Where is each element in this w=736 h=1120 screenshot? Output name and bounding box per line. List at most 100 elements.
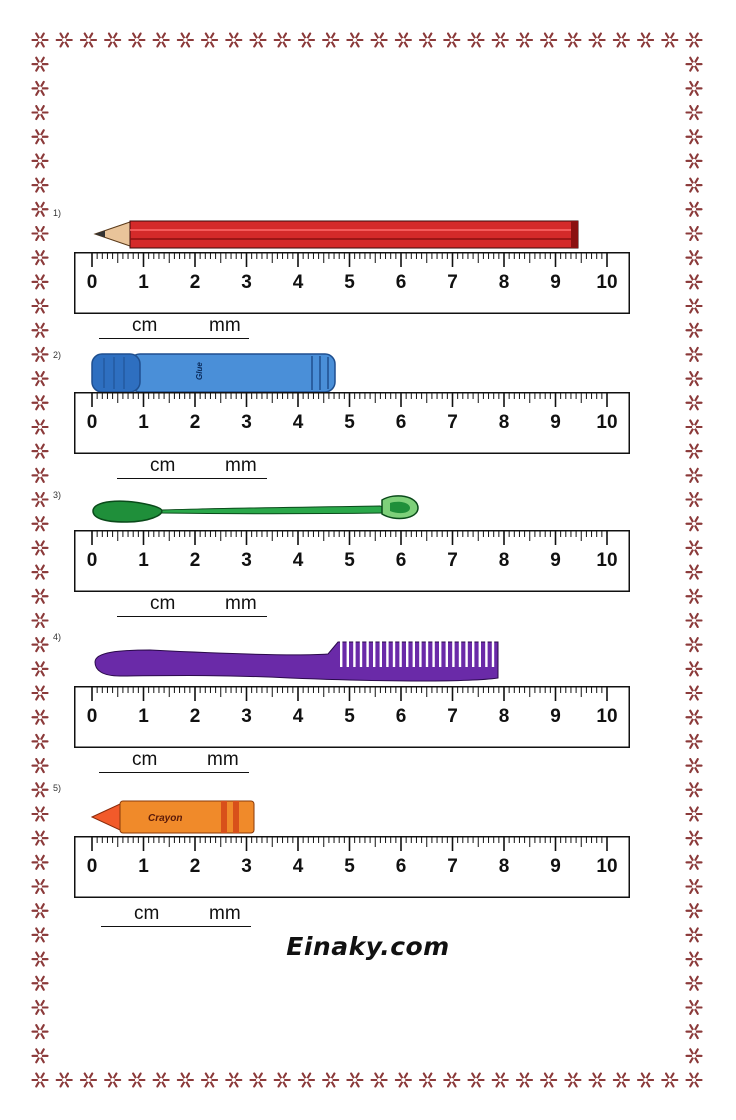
border-star-icon xyxy=(661,32,679,48)
border-star-icon xyxy=(685,371,703,387)
ruler-label: 3 xyxy=(241,412,252,433)
border-star-icon xyxy=(201,32,219,48)
ruler-label: 10 xyxy=(596,272,617,293)
comb-tooth xyxy=(366,639,369,667)
border-star-icon xyxy=(612,32,630,48)
border-star-icon xyxy=(31,346,49,362)
border-star-icon xyxy=(31,516,49,532)
border-star-icon xyxy=(685,733,703,749)
border-star-icon xyxy=(467,32,485,48)
border-star-icon xyxy=(31,443,49,459)
mm-label: mm xyxy=(209,315,241,336)
border-star-icon xyxy=(79,1072,97,1088)
border-star-icon xyxy=(31,492,49,508)
ruler-label: 2 xyxy=(190,412,201,433)
ruler-label: 7 xyxy=(447,550,458,571)
border-star-icon xyxy=(31,322,49,338)
ruler: 0 1 2 3 4 5 6 7 8 9 10 xyxy=(74,392,630,454)
comb-tooth xyxy=(465,639,468,667)
ruler-body xyxy=(74,252,630,314)
border-star-icon xyxy=(31,177,49,193)
ruler-label: 0 xyxy=(87,856,98,877)
border-star-icon xyxy=(31,588,49,604)
border-star-icon xyxy=(31,153,49,169)
comb-tooth xyxy=(359,639,363,667)
border-star-icon xyxy=(31,854,49,870)
border-star-icon xyxy=(31,1024,49,1040)
ruler-label: 7 xyxy=(447,706,458,727)
border-star-icon xyxy=(685,588,703,604)
border-star-icon xyxy=(685,903,703,919)
ruler-label: 4 xyxy=(293,550,304,571)
border-star-icon xyxy=(31,879,49,895)
border-star-icon xyxy=(31,564,49,580)
border-star-icon xyxy=(540,1072,558,1088)
border-star-icon xyxy=(370,32,388,48)
ruler-label: 8 xyxy=(499,272,510,293)
crayon-label: Crayon xyxy=(148,813,182,824)
ruler-label: 4 xyxy=(293,272,304,293)
ruler-label: 3 xyxy=(241,856,252,877)
border-star-icon xyxy=(346,32,364,48)
problem-number: 4) xyxy=(53,632,62,642)
border-star-icon xyxy=(685,806,703,822)
border-star-icon xyxy=(588,1072,606,1088)
comb-tooth xyxy=(379,639,382,667)
border-star-icon xyxy=(685,879,703,895)
border-star-icon xyxy=(685,564,703,580)
mm-label: mm xyxy=(209,903,241,924)
border-star-icon xyxy=(370,1072,388,1088)
ruler-label: 1 xyxy=(138,856,149,877)
border-star-icon xyxy=(297,1072,315,1088)
ruler-label: 2 xyxy=(190,272,201,293)
border-star-icon xyxy=(225,1072,243,1088)
border-star-icon xyxy=(297,32,315,48)
problem-number: 5) xyxy=(53,783,62,793)
cm-label: cm xyxy=(150,593,176,614)
border-star-icon xyxy=(419,1072,437,1088)
comb-tooth xyxy=(445,639,448,667)
border-star-icon xyxy=(152,1072,170,1088)
border-star-icon xyxy=(31,975,49,991)
comb-tooth xyxy=(439,639,442,667)
ruler-body xyxy=(74,686,630,748)
border-star-icon xyxy=(564,1072,582,1088)
border-star-icon xyxy=(685,612,703,628)
border-star-icon xyxy=(685,975,703,991)
border-star-icon xyxy=(685,782,703,798)
border-star-icon xyxy=(346,1072,364,1088)
ruler-label: 3 xyxy=(241,550,252,571)
border-star-icon xyxy=(176,32,194,48)
border-star-icon xyxy=(31,758,49,774)
ruler-label: 5 xyxy=(344,706,355,727)
comb-tooth xyxy=(412,639,415,667)
border-star-icon xyxy=(685,540,703,556)
border-star-icon xyxy=(31,733,49,749)
border-star-icon xyxy=(322,1072,340,1088)
comb-tooth xyxy=(472,639,475,667)
border-star-icon xyxy=(685,951,703,967)
ruler-label: 2 xyxy=(190,706,201,727)
border-star-icon xyxy=(31,298,49,314)
comb-tooth xyxy=(386,639,389,667)
ruler-label: 5 xyxy=(344,550,355,571)
ruler-label: 6 xyxy=(396,856,407,877)
ruler-label: 9 xyxy=(550,550,561,571)
ruler-label: 5 xyxy=(344,856,355,877)
border-star-icon xyxy=(685,250,703,266)
ruler-label: 5 xyxy=(344,272,355,293)
comb-icon xyxy=(94,639,499,682)
ruler-label: 4 xyxy=(293,706,304,727)
ruler: 0 1 2 3 4 5 6 7 8 9 10 xyxy=(74,252,630,314)
border-star-icon xyxy=(31,419,49,435)
ruler-label: 9 xyxy=(550,412,561,433)
ruler-label: 3 xyxy=(241,706,252,727)
comb-tooth xyxy=(406,639,409,667)
border-star-icon xyxy=(564,32,582,48)
comb-tooth xyxy=(425,639,429,667)
border-star-icon xyxy=(685,637,703,653)
ruler-label: 1 xyxy=(138,706,149,727)
mm-label: mm xyxy=(225,593,257,614)
border-star-icon xyxy=(31,371,49,387)
mm-label: mm xyxy=(207,749,239,770)
